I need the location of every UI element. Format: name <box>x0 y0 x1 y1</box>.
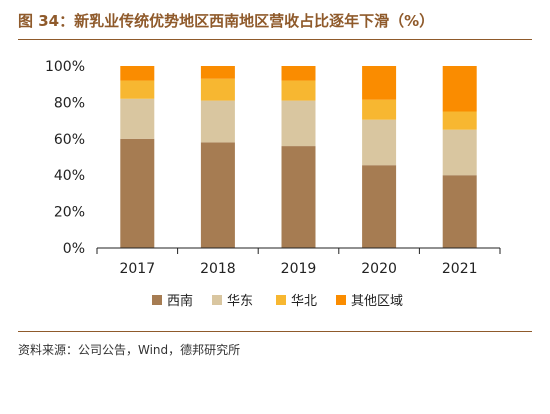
legend-item: 西南 <box>152 293 193 309</box>
x-tick-label: 2021 <box>442 261 478 277</box>
source-divider <box>18 331 532 332</box>
legend-swatch <box>152 295 162 305</box>
x-tick-label: 2019 <box>281 261 317 277</box>
figure-title: 图 34：新乳业传统优势地区西南地区营收占比逐年下滑（%） <box>18 12 435 30</box>
bars <box>120 66 477 248</box>
bar-segment <box>281 100 316 147</box>
x-axis: 2017 2018 2019 2020 2021 <box>96 247 501 277</box>
bar-segment <box>200 78 235 101</box>
bar-segment <box>200 66 235 79</box>
title-divider <box>18 39 532 40</box>
bar-segment <box>281 66 316 81</box>
bar-segment <box>442 66 477 112</box>
legend: 西南 华东 华北 其他区域 <box>152 293 403 309</box>
bar-segment <box>442 111 477 130</box>
bar-segment <box>281 146 316 248</box>
legend-item: 华北 <box>276 294 317 309</box>
bar-segment <box>362 99 397 120</box>
y-tick-label: 40% <box>54 168 85 184</box>
bar-segment <box>442 175 477 248</box>
legend-label: 华北 <box>291 294 317 309</box>
y-tick-label: 20% <box>54 205 85 221</box>
legend-label: 西南 <box>167 293 193 309</box>
bar-segment <box>362 119 397 166</box>
x-tick-label: 2017 <box>119 261 155 277</box>
bar-segment <box>281 80 316 101</box>
x-tick-label: 2018 <box>200 261 236 277</box>
bar-segment <box>362 66 397 100</box>
legend-item: 华东 <box>212 294 253 309</box>
y-tick-label: 80% <box>54 95 85 111</box>
x-tick-label: 2020 <box>361 261 397 277</box>
bar-segment <box>120 80 155 99</box>
legend-label: 其他区域 <box>351 294 403 309</box>
bar-segment <box>120 138 155 248</box>
legend-swatch <box>336 295 346 305</box>
bar-segment <box>120 98 155 139</box>
stacked-bar-chart: 0%20%40%60%80%100% 2017 2018 2019 2020 2021 … <box>45 59 501 309</box>
bar-segment <box>120 66 155 81</box>
y-tick-label: 60% <box>54 132 85 148</box>
legend-item: 其他区域 <box>336 294 403 309</box>
y-tick-label: 0% <box>63 241 85 257</box>
bar-segment <box>200 100 235 143</box>
y-axis: 0% 20% 40% 60% 80% 100% <box>45 59 85 257</box>
bar-segment <box>442 129 477 176</box>
y-tick-label: 100% <box>45 59 85 75</box>
legend-label: 华东 <box>227 294 253 309</box>
bar-segment <box>200 142 235 248</box>
legend-swatch <box>212 295 222 305</box>
source-note: 资料来源：公司公告，Wind，德邦研究所 <box>18 343 241 357</box>
bar-segment <box>362 165 397 248</box>
legend-swatch <box>276 295 286 305</box>
